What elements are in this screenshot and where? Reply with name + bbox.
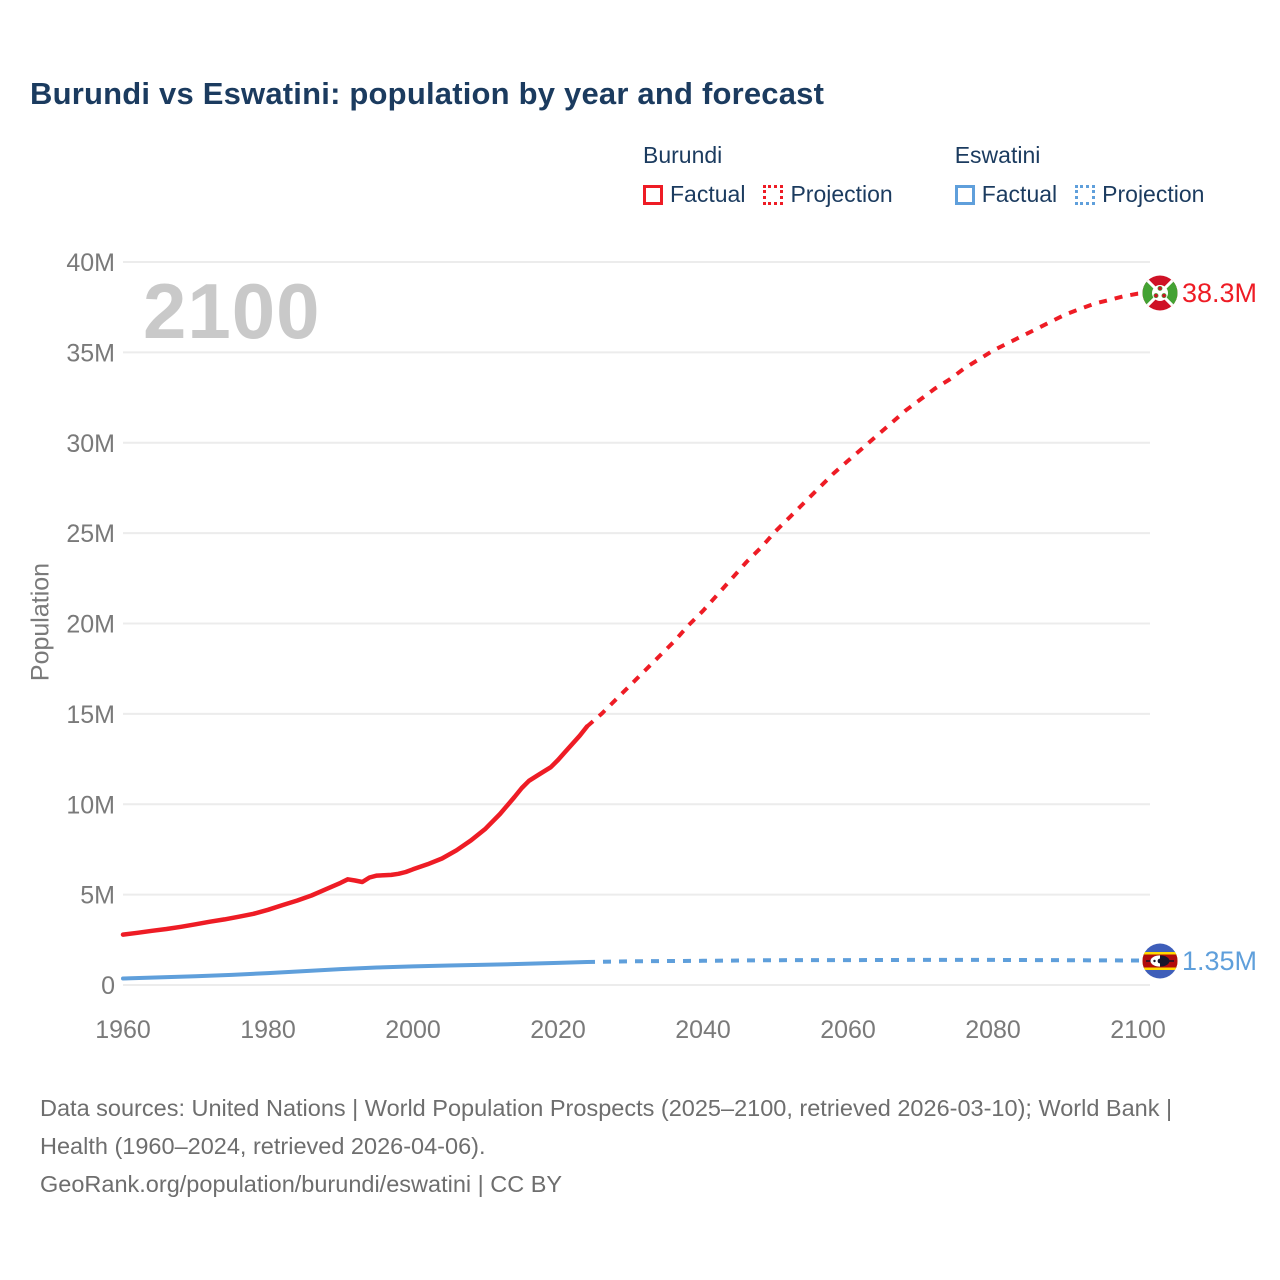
- legend-item-label: Projection: [1102, 181, 1205, 207]
- eswatini-projection-swatch-icon: [1075, 184, 1096, 205]
- footer: Data sources: United Nations | World Pop…: [40, 1089, 1215, 1203]
- y-tick-label: 10M: [66, 791, 115, 819]
- legend-items-burundi: Factual Projection: [643, 181, 893, 208]
- data-sources-text: Data sources: United Nations | World Pop…: [40, 1095, 1173, 1159]
- burundi-flag-icon: [1142, 275, 1178, 311]
- y-tick-label: 40M: [66, 249, 115, 277]
- x-tick-label: 2000: [385, 1016, 441, 1044]
- burundi-factual-swatch-icon: [643, 184, 663, 205]
- burundi-projection-swatch-icon: [763, 184, 784, 205]
- eswatini-factual-line: [121, 960, 589, 981]
- x-tick-label: 2020: [530, 1016, 586, 1044]
- legend-item-label: Factual: [670, 181, 746, 207]
- y-tick-label: 30M: [66, 430, 115, 458]
- x-tick-label: 2060: [820, 1016, 876, 1044]
- x-tick-label: 2100: [1110, 1016, 1166, 1044]
- y-tick-label: 15M: [66, 701, 115, 729]
- y-tick-label: 20M: [66, 611, 115, 639]
- y-tick-label: 35M: [66, 339, 115, 367]
- eswatini-projection-line: [586, 957, 1157, 964]
- burundi-end-value: 38.3M: [1182, 278, 1258, 308]
- y-tick-label: 25M: [66, 520, 115, 548]
- legend-item-label: Projection: [790, 181, 893, 207]
- legend-item-eswatini-factual[interactable]: Factual: [954, 181, 1058, 208]
- x-tick-label: 2040: [675, 1016, 731, 1044]
- x-tick-label: 1960: [95, 1016, 151, 1044]
- legend-item-eswatini-projection[interactable]: Projection: [1075, 181, 1204, 208]
- x-tick-label: 2080: [965, 1016, 1021, 1044]
- x-tick-label: 1980: [240, 1016, 296, 1044]
- legend: Burundi Factual Projection Eswatini Fact…: [643, 142, 1204, 208]
- legend-group-title-burundi: Burundi: [643, 142, 723, 168]
- eswatini-factual-swatch-icon: [954, 184, 975, 205]
- eswatini-end-value: 1.35M: [1182, 946, 1258, 976]
- attribution-link[interactable]: GeoRank.org/population/burundi/eswatini …: [40, 1171, 563, 1197]
- legend-group-burundi: Burundi Factual Projection: [643, 142, 893, 208]
- legend-item-burundi-projection[interactable]: Projection: [763, 181, 893, 208]
- page-title: Burundi vs Eswatini: population by year …: [30, 76, 825, 111]
- y-tick-label: 5M: [80, 882, 115, 910]
- legend-item-label: Factual: [981, 181, 1058, 207]
- watermark-year: 2100: [143, 267, 321, 355]
- burundi-factual-line: [120, 724, 590, 937]
- legend-group-title-eswatini: Eswatini: [954, 142, 1041, 168]
- legend-item-burundi-factual[interactable]: Factual: [643, 181, 745, 208]
- eswatini-flag-icon: [1142, 943, 1178, 979]
- legend-group-eswatini: Eswatini Factual Projection: [954, 142, 1204, 208]
- legend-items-eswatini: Factual Projection: [954, 181, 1204, 208]
- y-tick-label: 0: [101, 972, 115, 1000]
- burundi-projection-line: [585, 290, 1157, 729]
